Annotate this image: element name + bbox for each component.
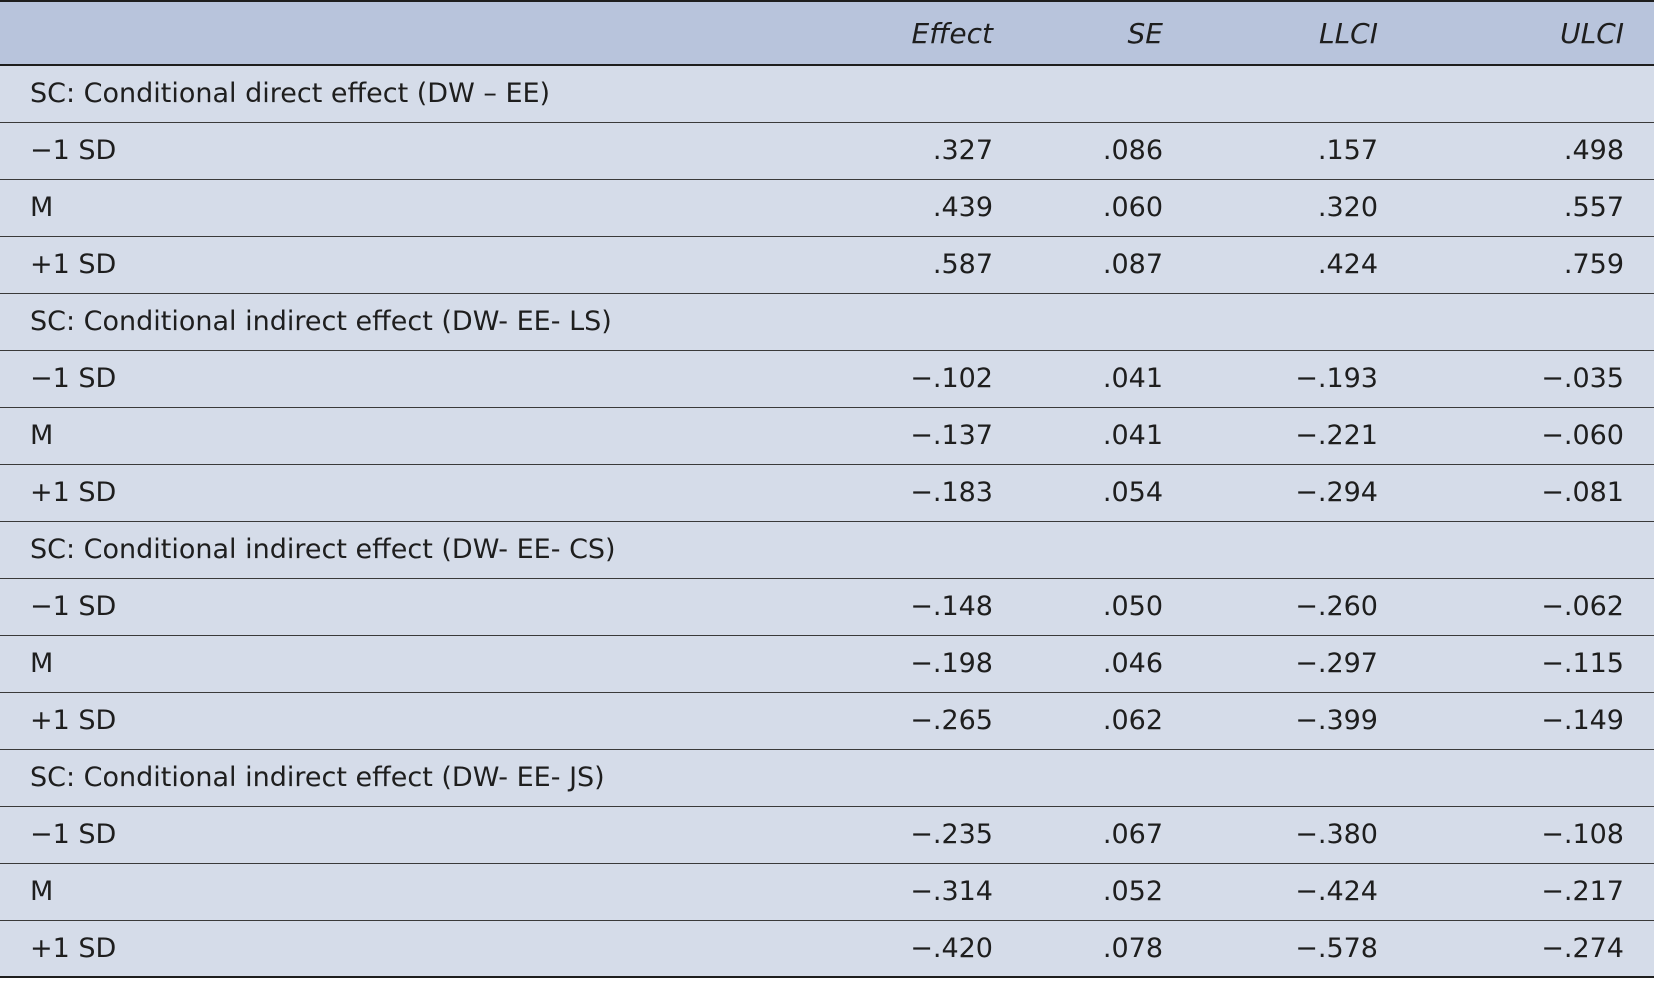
cell-effect: −.265 (820, 692, 993, 750)
section-header-row: SC: Conditional indirect effect (DW- EE-… (0, 293, 1654, 351)
cell-effect: .587 (820, 236, 993, 294)
cell-ulci: −.108 (1423, 806, 1654, 864)
table-row: +1 SD −.265.062 −.399 −.149 (0, 692, 1654, 750)
cell-se: .078 (993, 920, 1208, 978)
header-ulci: ULCI (1423, 0, 1654, 66)
row-label: +1 SD (0, 920, 820, 978)
table-header: Effect SE LLCI ULCI (0, 0, 1654, 66)
cell-se: .050 (993, 578, 1208, 636)
cell-ulci: −.115 (1423, 635, 1654, 693)
table-row: +1 SD .587.087.424.759 (0, 236, 1654, 294)
cell-ulci: −.035 (1423, 350, 1654, 408)
cell-llci: .424 (1208, 236, 1423, 294)
cell-llci: −.260 (1208, 578, 1423, 636)
row-label: M (0, 863, 820, 921)
cell-ulci: −.060 (1423, 407, 1654, 465)
table-row: +1 SD −.183.054 −.294 −.081 (0, 464, 1654, 522)
cell-effect: −.420 (820, 920, 993, 978)
row-label: −1 SD (0, 806, 820, 864)
section-title: SC: Conditional direct effect (DW – EE) (0, 65, 1654, 123)
section-title: SC: Conditional indirect effect (DW- EE-… (0, 293, 1654, 351)
cell-ulci: −.217 (1423, 863, 1654, 921)
header-effect: Effect (820, 0, 993, 66)
header-label (0, 0, 820, 66)
cell-ulci: .498 (1423, 122, 1654, 180)
row-label: −1 SD (0, 122, 820, 180)
header-row: Effect SE LLCI ULCI (0, 0, 1654, 66)
cell-se: .086 (993, 122, 1208, 180)
table-row: M −.198.046 −.297 −.115 (0, 635, 1654, 693)
cell-effect: −.148 (820, 578, 993, 636)
row-label: M (0, 179, 820, 237)
cell-se: .087 (993, 236, 1208, 294)
cell-se: .041 (993, 350, 1208, 408)
cell-effect: −.314 (820, 863, 993, 921)
cell-llci: −.193 (1208, 350, 1423, 408)
row-label: −1 SD (0, 350, 820, 408)
cell-effect: −.102 (820, 350, 993, 408)
cell-ulci: −.274 (1423, 920, 1654, 978)
cell-se: .060 (993, 179, 1208, 237)
cell-se: .054 (993, 464, 1208, 522)
cell-se: .052 (993, 863, 1208, 921)
row-label: +1 SD (0, 236, 820, 294)
cell-ulci: −.062 (1423, 578, 1654, 636)
cell-effect: .327 (820, 122, 993, 180)
section-header-row: SC: Conditional indirect effect (DW- EE-… (0, 521, 1654, 579)
table-row: M −.137.041 −.221 −.060 (0, 407, 1654, 465)
section-header-row: SC: Conditional direct effect (DW – EE) (0, 65, 1654, 123)
section-header-row: SC: Conditional indirect effect (DW- EE-… (0, 749, 1654, 807)
section-title: SC: Conditional indirect effect (DW- EE-… (0, 749, 1654, 807)
table-row: M −.314.052 −.424 −.217 (0, 863, 1654, 921)
header-llci: LLCI (1208, 0, 1423, 66)
cell-llci: −.424 (1208, 863, 1423, 921)
cell-se: .041 (993, 407, 1208, 465)
table-row: M .439.060.320.557 (0, 179, 1654, 237)
cell-effect: −.235 (820, 806, 993, 864)
cell-effect: .439 (820, 179, 993, 237)
cell-se: .062 (993, 692, 1208, 750)
section-title: SC: Conditional indirect effect (DW- EE-… (0, 521, 1654, 579)
cell-llci: −.578 (1208, 920, 1423, 978)
cell-ulci: −.149 (1423, 692, 1654, 750)
cell-se: .067 (993, 806, 1208, 864)
row-label: +1 SD (0, 692, 820, 750)
table-body: SC: Conditional direct effect (DW – EE) −… (0, 65, 1654, 978)
cell-llci: −.380 (1208, 806, 1423, 864)
cell-ulci: .557 (1423, 179, 1654, 237)
cell-llci: .320 (1208, 179, 1423, 237)
table-row: −1 SD .327.086.157.498 (0, 122, 1654, 180)
row-label: −1 SD (0, 578, 820, 636)
row-label: +1 SD (0, 464, 820, 522)
cell-effect: −.198 (820, 635, 993, 693)
cell-llci: .157 (1208, 122, 1423, 180)
cell-se: .046 (993, 635, 1208, 693)
row-label: M (0, 635, 820, 693)
table-row: −1 SD −.235.067 −.380 −.108 (0, 806, 1654, 864)
row-label: M (0, 407, 820, 465)
cell-ulci: .759 (1423, 236, 1654, 294)
cell-llci: −.297 (1208, 635, 1423, 693)
table-row: −1 SD −.102.041 −.193 −.035 (0, 350, 1654, 408)
cell-effect: −.137 (820, 407, 993, 465)
header-se: SE (993, 0, 1208, 66)
table-row: +1 SD −.420.078 −.578 −.274 (0, 920, 1654, 978)
cell-ulci: −.081 (1423, 464, 1654, 522)
cell-llci: −.294 (1208, 464, 1423, 522)
cell-effect: −.183 (820, 464, 993, 522)
table-row: −1 SD −.148.050 −.260 −.062 (0, 578, 1654, 636)
cell-llci: −.221 (1208, 407, 1423, 465)
cell-llci: −.399 (1208, 692, 1423, 750)
